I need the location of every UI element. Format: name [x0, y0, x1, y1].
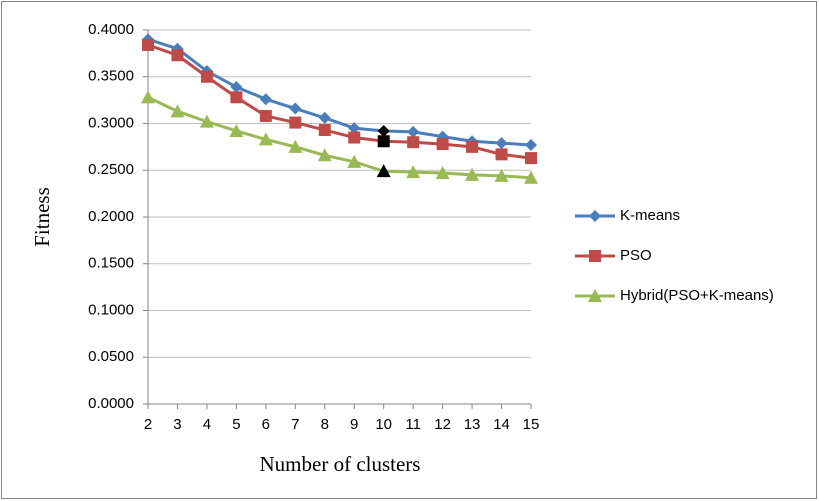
x-tick-label: 13 [464, 416, 481, 433]
marker [288, 139, 303, 153]
x-tick-label: 6 [262, 416, 270, 433]
marker [141, 90, 155, 104]
marker [406, 165, 421, 179]
marker [318, 124, 331, 137]
legend-label: PSO [620, 247, 652, 264]
marker [142, 38, 154, 51]
marker [171, 49, 184, 62]
marker [377, 124, 390, 137]
marker [170, 104, 185, 118]
marker [436, 138, 449, 151]
x-tick-label: 4 [203, 416, 211, 433]
y-tick-label: 0.3000 [88, 114, 134, 131]
y-tick-label: 0.2500 [88, 161, 134, 178]
x-tick-label: 7 [291, 416, 299, 433]
marker [407, 125, 420, 138]
x-tick-label: 5 [232, 416, 240, 433]
x-tick-label: 14 [493, 416, 510, 433]
x-tick-label: 8 [321, 416, 329, 433]
y-tick-label: 0.0500 [88, 348, 134, 365]
y-tick-label: 0.0000 [88, 395, 134, 412]
x-tick-label: 15 [523, 416, 540, 433]
legend-marker [588, 289, 602, 302]
marker [229, 123, 244, 137]
y-tick-label: 0.1000 [88, 301, 134, 318]
series-line [147, 95, 532, 180]
marker [347, 154, 362, 168]
marker [289, 116, 302, 129]
marker [200, 70, 213, 83]
y-tick-label: 0.4000 [88, 21, 134, 38]
x-tick-label: 10 [375, 416, 392, 433]
marker [377, 135, 390, 148]
marker [435, 166, 450, 180]
x-tick-label: 12 [434, 416, 451, 433]
legend-marker [589, 250, 601, 262]
y-tick-label: 0.2000 [88, 208, 134, 225]
marker [317, 148, 332, 162]
y-axis-title: Fitness [30, 187, 54, 247]
marker [465, 167, 480, 181]
marker [494, 168, 509, 182]
marker [289, 102, 302, 115]
marker [318, 111, 331, 124]
x-axis-title: Number of clusters [260, 452, 421, 476]
marker [230, 81, 243, 94]
marker [524, 170, 538, 184]
marker [466, 140, 479, 153]
marker [495, 137, 508, 150]
marker [525, 139, 537, 152]
y-tick-label: 0.3500 [88, 68, 134, 85]
marker [525, 152, 537, 165]
marker [259, 93, 272, 106]
legend-marker [589, 210, 601, 222]
marker [259, 110, 272, 123]
marker [376, 164, 391, 178]
marker [258, 132, 273, 146]
y-tick-label: 0.1500 [88, 255, 134, 272]
x-tick-label: 11 [405, 416, 421, 433]
legend-label: K-means [620, 207, 680, 224]
x-tick-label: 2 [144, 416, 152, 433]
x-tick-label: 9 [350, 416, 358, 433]
marker [495, 148, 508, 161]
marker [348, 122, 361, 135]
legend-label: Hybrid(PSO+K-means) [620, 287, 774, 304]
marker [348, 131, 361, 144]
marker [199, 114, 214, 128]
marker [407, 136, 420, 149]
x-tick-label: 3 [173, 416, 181, 433]
marker [230, 91, 243, 104]
